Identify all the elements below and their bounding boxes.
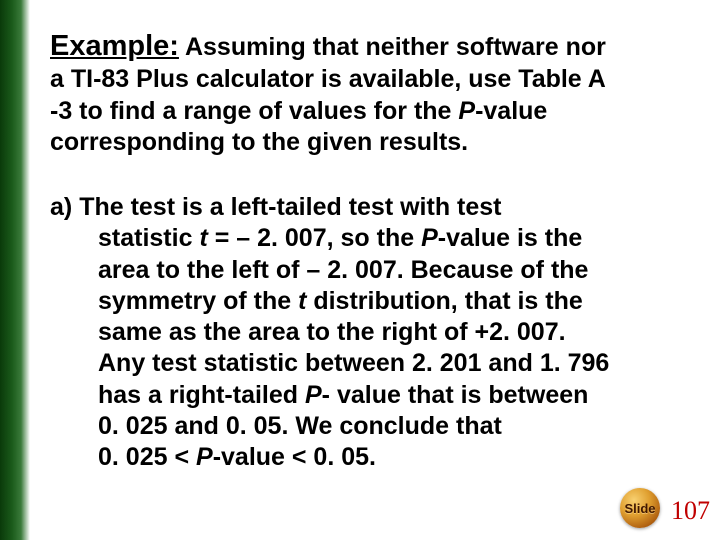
- heading-line2: a TI-83 Plus calculator is available, us…: [50, 65, 606, 93]
- body-l6: Any test statistic between 2. 201 and 1.…: [98, 349, 609, 377]
- body-l7b: - value that is between: [322, 381, 589, 409]
- slide-badge-icon: Slide: [620, 488, 660, 528]
- body-l9a: 0. 025 <: [98, 443, 196, 471]
- heading-line4: corresponding to the given results.: [50, 128, 468, 156]
- body-l1: The test is a left-tailed test with test: [79, 193, 501, 221]
- body-l9-p: P: [196, 443, 213, 471]
- body-l7a: has a right-tailed: [98, 381, 305, 409]
- body-l2c: -value is the: [438, 224, 583, 252]
- slide-content: Example: Assuming that neither software …: [50, 28, 690, 473]
- body-l3: area to the left of – 2. 007. Because of…: [98, 256, 588, 284]
- page-number: 107: [671, 496, 710, 526]
- body-l5: same as the area to the right of +2. 007…: [98, 318, 566, 346]
- example-heading: Example: Assuming that neither software …: [50, 28, 690, 158]
- example-label: Example:: [50, 30, 179, 62]
- body-indent: statistic t = – 2. 007, so the P-value i…: [50, 223, 690, 473]
- body-l8: 0. 025 and 0. 05. We conclude that: [98, 412, 502, 440]
- body-l2a: statistic: [98, 224, 199, 252]
- heading-line3b: -value: [475, 97, 547, 125]
- body-l4b: distribution, that is the: [306, 287, 582, 315]
- slide-badge-label: Slide: [624, 501, 655, 516]
- heading-line3a: -3 to find a range of values for the: [50, 97, 458, 125]
- body-text: a) The test is a left-tailed test with t…: [50, 192, 690, 473]
- body-l9b: -value < 0. 05.: [213, 443, 376, 471]
- left-gradient-stripe: [0, 0, 30, 540]
- part-a-label: a): [50, 193, 79, 221]
- body-l2-t: t: [199, 224, 207, 252]
- heading-p-italic: P: [458, 97, 475, 125]
- body-l4a: symmetry of the: [98, 287, 298, 315]
- body-l2-p: P: [421, 224, 438, 252]
- body-l7-p: P: [305, 381, 322, 409]
- heading-line1: Assuming that neither software nor: [179, 33, 606, 61]
- body-l2b: = – 2. 007, so the: [208, 224, 421, 252]
